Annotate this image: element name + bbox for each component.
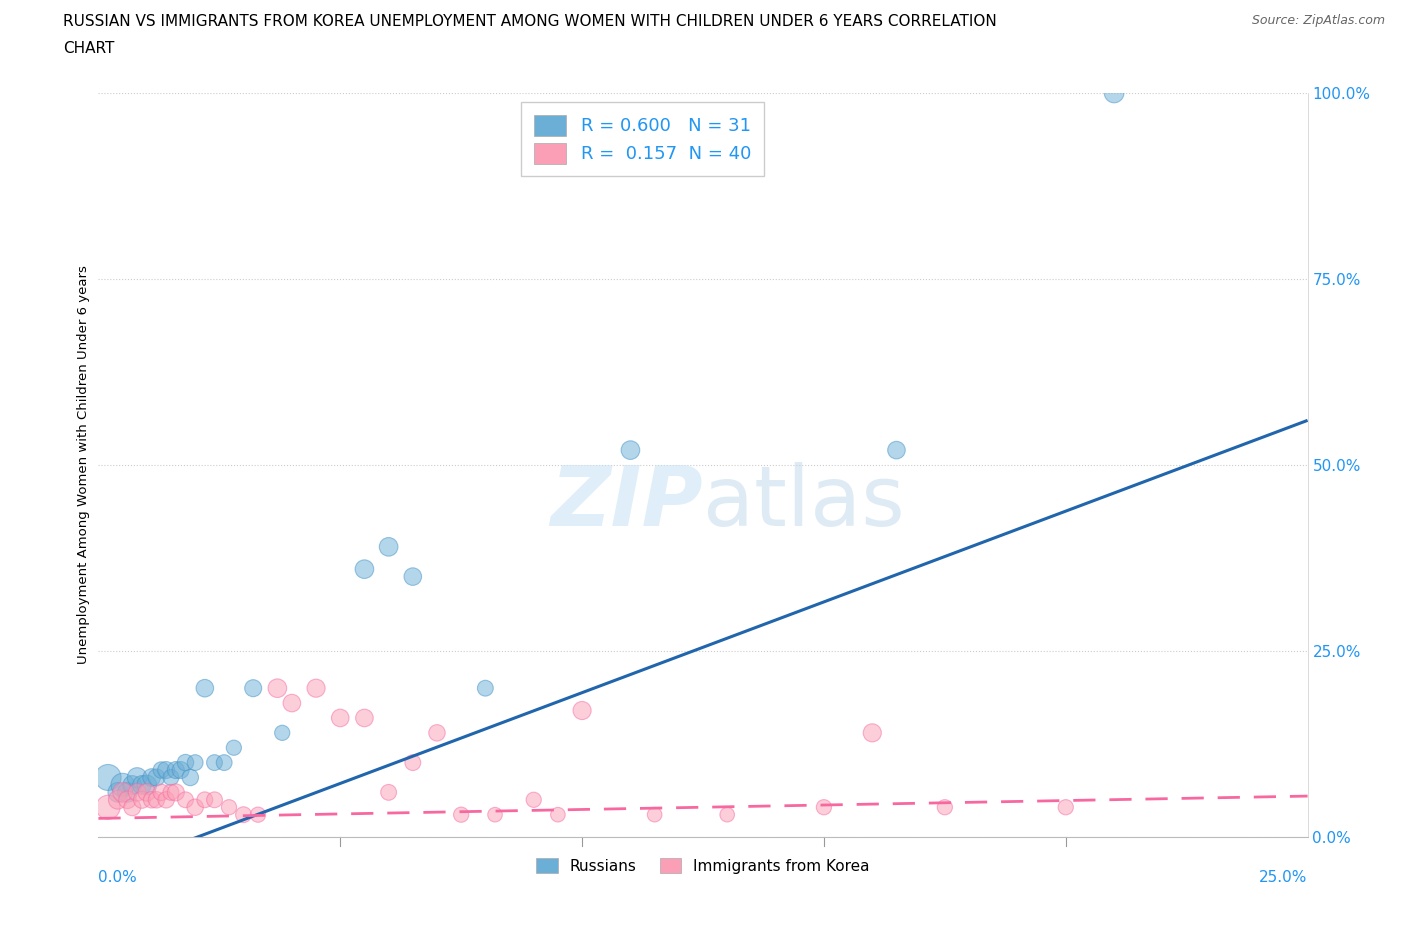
Point [1102,86,1125,100]
Point [353,711,375,725]
Point [127,785,149,800]
Point [232,807,254,822]
Legend: Russians, Immigrants from Korea: Russians, Immigrants from Korea [529,850,877,882]
Point [145,792,167,807]
Point [165,785,187,800]
Point [204,792,226,807]
Point [135,777,157,792]
Point [377,539,399,554]
Point [155,792,177,807]
Point [165,763,187,777]
Point [571,703,593,718]
Point [377,785,399,800]
Point [107,785,129,800]
Point [194,681,217,696]
Point [160,770,183,785]
Point [305,681,328,696]
Point [716,807,738,822]
Point [121,800,143,815]
Point [127,770,149,785]
Point [222,740,245,755]
Point [169,763,191,777]
Point [107,792,129,807]
Point [111,777,134,792]
Point [179,770,201,785]
Point [474,681,496,696]
Point [934,800,956,815]
Point [174,755,197,770]
Point [111,785,134,800]
Point [150,785,173,800]
Point [547,807,569,822]
Point [329,711,352,725]
Point [484,807,506,822]
Point [1054,800,1077,815]
Point [145,770,167,785]
Point [184,800,207,815]
Point [281,696,304,711]
Text: Source: ZipAtlas.com: Source: ZipAtlas.com [1251,14,1385,27]
Y-axis label: Unemployment Among Women with Children Under 6 years: Unemployment Among Women with Children U… [77,266,90,664]
Point [813,800,835,815]
Point [150,763,173,777]
Point [266,681,288,696]
Point [271,725,294,740]
Point [242,681,264,696]
Point [174,792,197,807]
Point [131,792,153,807]
Point [450,807,472,822]
Point [523,792,546,807]
Point [97,770,120,785]
Text: 0.0%: 0.0% [98,870,138,885]
Point [204,755,226,770]
Point [97,800,120,815]
Point [619,443,641,458]
Point [644,807,666,822]
Point [247,807,270,822]
Point [402,569,425,584]
Point [117,785,139,800]
Point [160,785,183,800]
Point [212,755,235,770]
Point [353,562,375,577]
Point [141,770,163,785]
Text: RUSSIAN VS IMMIGRANTS FROM KOREA UNEMPLOYMENT AMONG WOMEN WITH CHILDREN UNDER 6 : RUSSIAN VS IMMIGRANTS FROM KOREA UNEMPLO… [63,14,997,29]
Point [194,792,217,807]
Text: 25.0%: 25.0% [1260,870,1308,885]
Point [121,777,143,792]
Point [218,800,240,815]
Text: atlas: atlas [703,461,904,543]
Point [402,755,425,770]
Text: CHART: CHART [63,41,115,56]
Point [131,777,153,792]
Text: ZIP: ZIP [550,461,703,543]
Point [141,792,163,807]
Point [155,763,177,777]
Point [184,755,207,770]
Point [135,785,157,800]
Point [886,443,908,458]
Point [860,725,883,740]
Point [426,725,449,740]
Point [117,792,139,807]
